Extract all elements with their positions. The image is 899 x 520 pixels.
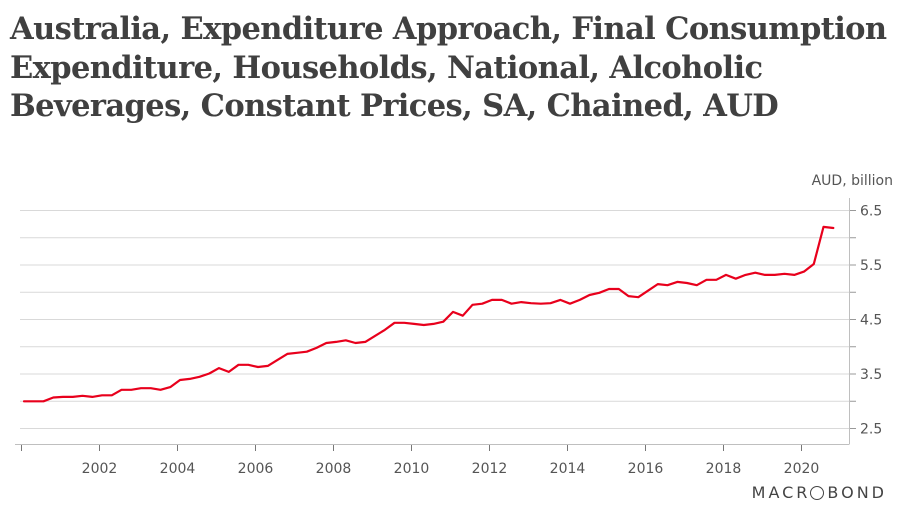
x-tick-label: 2006 bbox=[238, 461, 274, 477]
x-axis: 2002 2004 2006 2008 2010 2012 2014 2016 2018 2020 bbox=[15, 444, 850, 477]
macrobond-logo: MACR BOND bbox=[751, 483, 887, 502]
chart-title: Australia, Expenditure Approach, Final C… bbox=[10, 11, 887, 124]
series-group bbox=[22, 225, 835, 403]
x-tick-label: 2010 bbox=[394, 461, 430, 477]
y-tick-label: 3.5 bbox=[860, 367, 882, 383]
y-axis-unit-label: AUD, billion bbox=[811, 173, 893, 189]
y-axis: 2.5 3.5 4.5 5.5 6.5 bbox=[849, 198, 882, 444]
x-tick-label: 2014 bbox=[550, 461, 586, 477]
y-tick-label: 4.5 bbox=[860, 313, 882, 329]
x-tick-label: 2002 bbox=[82, 461, 118, 477]
x-tick-label: 2020 bbox=[784, 461, 820, 477]
x-tick-label: 2008 bbox=[316, 461, 352, 477]
y-tick-label: 5.5 bbox=[860, 258, 882, 274]
x-tick-label: 2016 bbox=[628, 461, 664, 477]
x-tick-label: 2012 bbox=[472, 461, 508, 477]
series-line bbox=[22, 225, 835, 403]
logo-circle-icon bbox=[810, 486, 825, 500]
x-tick-label: 2018 bbox=[706, 461, 742, 477]
y-tick-label: 2.5 bbox=[860, 422, 882, 438]
x-tick-label: 2004 bbox=[160, 461, 196, 477]
gridlines bbox=[20, 210, 849, 429]
y-tick-label: 6.5 bbox=[860, 204, 882, 220]
